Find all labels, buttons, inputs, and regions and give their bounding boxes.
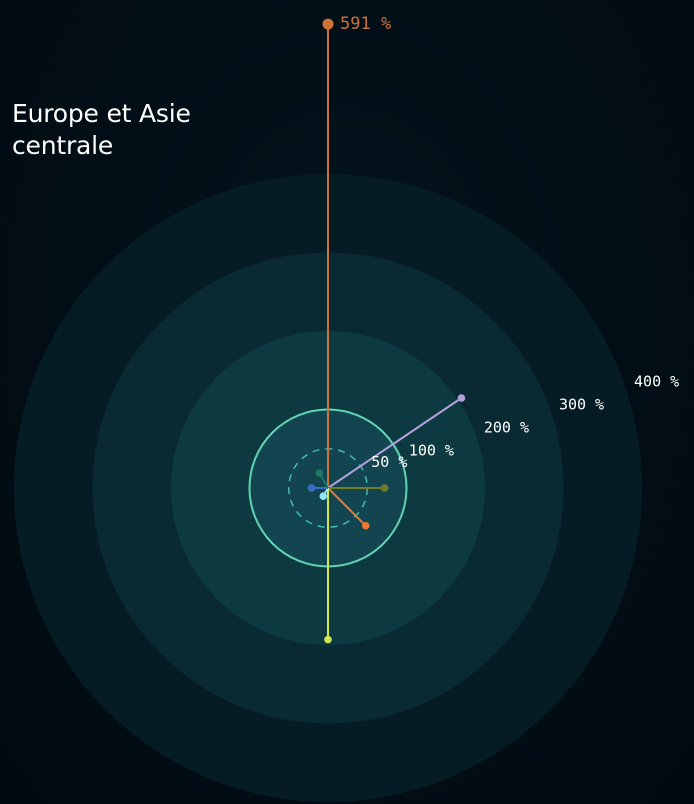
point-6: [307, 484, 316, 492]
ring-labels: 50 %100 % 200 % 300 % 400 % 591 %: [340, 14, 679, 471]
ring-label-50: 50 %: [371, 453, 407, 471]
data-spokes: [307, 18, 466, 644]
ring-label-200: 200 %: [484, 418, 529, 436]
max-value-label: 591 %: [340, 14, 391, 34]
ring-label-300: 300 %: [559, 395, 604, 413]
point-1: [457, 394, 466, 402]
point-3: [361, 521, 370, 530]
point-2: [380, 484, 389, 492]
ring-label-100: 100 %: [409, 441, 454, 459]
point-7: [315, 469, 324, 477]
point-5: [319, 492, 328, 500]
spoke-3: [327, 487, 367, 527]
region-title: Europe et Asie centrale: [12, 99, 191, 160]
ring-label-400: 400 %: [634, 372, 679, 390]
spoke-1: [327, 397, 462, 489]
point-0: [322, 18, 334, 30]
point-4: [324, 635, 332, 644]
